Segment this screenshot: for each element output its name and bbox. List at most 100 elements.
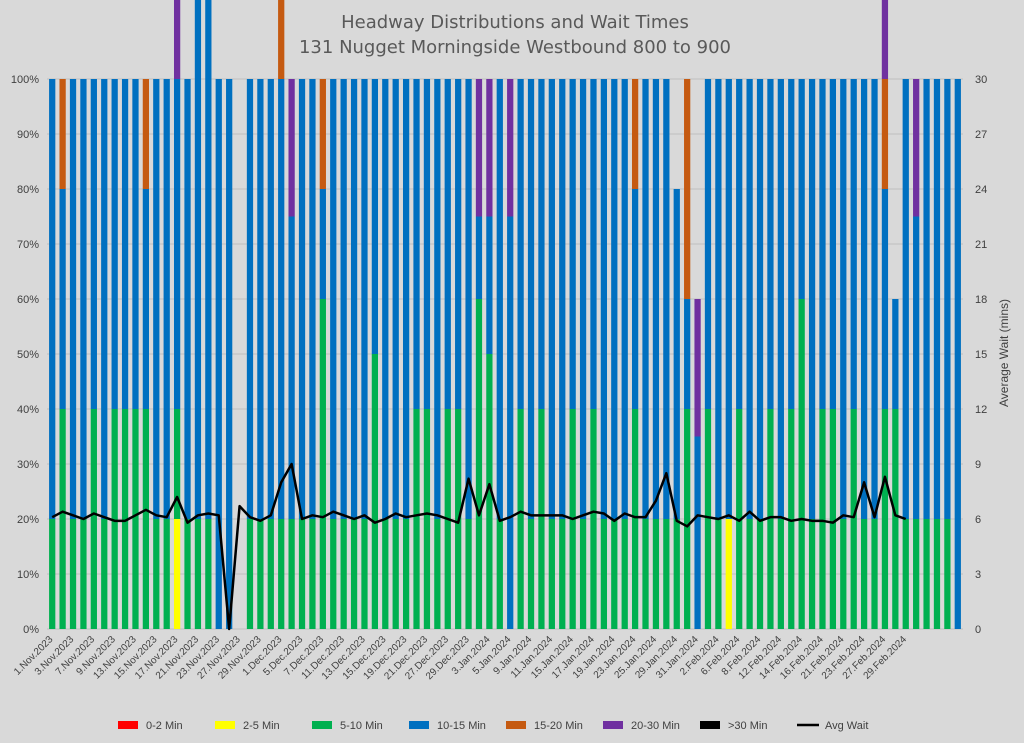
bar-segment xyxy=(371,354,379,629)
bar-segment xyxy=(663,79,670,519)
bar-segment xyxy=(559,79,566,519)
legend-label: 0-2 Min xyxy=(146,720,183,732)
bar-segment xyxy=(933,79,941,519)
left-tick-label: 10% xyxy=(17,569,39,581)
bar-segment xyxy=(330,519,337,629)
bar-segment xyxy=(465,79,472,519)
right-axis-ticks: 0 3 6 9 12 15 18 21 24 27 30 xyxy=(975,74,987,636)
bar-segment xyxy=(652,79,660,519)
bar-segment xyxy=(496,519,503,629)
bar-segment xyxy=(475,299,483,629)
bar-segment xyxy=(600,79,608,519)
bar-segment xyxy=(600,519,608,629)
bar-segment xyxy=(892,299,899,409)
right-tick-label: 24 xyxy=(975,184,987,196)
avg-wait-line xyxy=(51,462,907,631)
bar-segment xyxy=(642,79,649,519)
bar-segment xyxy=(767,79,774,409)
bar-segment xyxy=(392,519,399,629)
bar-segment xyxy=(246,79,254,519)
bar-segment xyxy=(548,79,555,519)
bars-group xyxy=(49,0,961,629)
bar-segment xyxy=(111,79,118,409)
bar-segment xyxy=(69,519,77,629)
bar-segment xyxy=(881,189,889,409)
bar-segment xyxy=(90,409,97,629)
right-tick-label: 9 xyxy=(975,459,981,471)
left-tick-label: 30% xyxy=(17,459,39,471)
bar-segment xyxy=(423,79,431,409)
bar-segment xyxy=(475,79,483,217)
legend-label: 2-5 Min xyxy=(243,720,280,732)
bar-segment xyxy=(319,189,326,299)
left-tick-label: 50% xyxy=(17,349,39,361)
bar-segment xyxy=(631,189,639,409)
bar-segment xyxy=(527,79,535,519)
bar-segment xyxy=(829,79,837,409)
bar-segment xyxy=(798,299,805,629)
bar-segment xyxy=(382,519,389,629)
bar-segment xyxy=(684,409,691,629)
bar-segment xyxy=(153,519,160,629)
bar-segment xyxy=(715,519,722,629)
right-tick-label: 27 xyxy=(975,129,987,141)
bar-segment xyxy=(288,79,295,217)
bar-segment xyxy=(288,519,295,629)
bar-segment xyxy=(507,216,514,629)
left-axis-ticks: 0% 10% 20% 30% 40% 50% 60% 70% 80% 90% 100% xyxy=(11,74,39,636)
legend-label: 15-20 Min xyxy=(534,720,583,732)
bar-segment xyxy=(777,519,784,629)
bar-segment xyxy=(194,0,202,519)
bar-segment xyxy=(715,79,722,519)
bar-segment xyxy=(163,79,170,519)
bar-segment xyxy=(59,79,66,189)
bar-segment xyxy=(319,79,326,189)
bar-segment xyxy=(631,79,639,189)
bar-segment xyxy=(704,409,712,629)
bar-segment xyxy=(142,79,150,189)
bar-segment xyxy=(257,79,264,519)
left-tick-label: 100% xyxy=(11,74,39,86)
bar-segment xyxy=(777,79,784,519)
bar-segment xyxy=(850,79,857,409)
bar-segment xyxy=(652,519,660,629)
bar-segment xyxy=(340,79,347,519)
bar-segment xyxy=(590,79,597,409)
bar-segment xyxy=(579,79,587,519)
avg-wait-line-group xyxy=(51,462,907,631)
bar-segment xyxy=(892,409,899,629)
bar-segment xyxy=(80,519,87,629)
bar-segment xyxy=(788,79,795,409)
bar-segment xyxy=(402,79,410,519)
bar-segment xyxy=(423,409,431,629)
bar-segment xyxy=(69,79,77,519)
legend-swatch xyxy=(409,721,429,729)
bar-segment xyxy=(559,519,566,629)
legend-swatch xyxy=(700,721,720,729)
bar-segment xyxy=(132,79,139,409)
bar-segment xyxy=(673,519,680,629)
bar-segment xyxy=(507,79,514,217)
bar-segment xyxy=(246,519,254,629)
bar-segment xyxy=(278,519,285,629)
bar-segment xyxy=(486,354,493,629)
right-tick-label: 12 xyxy=(975,404,987,416)
bar-segment xyxy=(330,79,337,519)
bar-segment xyxy=(184,79,191,519)
chart-subtitle: 131 Nugget Morningside Westbound 800 to … xyxy=(299,37,731,58)
right-tick-label: 0 xyxy=(975,624,981,636)
bar-segment xyxy=(913,216,920,519)
bar-segment xyxy=(309,519,316,629)
bar-segment xyxy=(173,0,181,79)
bar-segment xyxy=(215,79,222,629)
bar-segment xyxy=(736,79,743,409)
bar-segment xyxy=(80,79,87,519)
bar-segment xyxy=(173,79,181,409)
bar-segment xyxy=(49,519,56,629)
legend-label: 20-30 Min xyxy=(631,720,680,732)
bar-segment xyxy=(788,409,795,629)
left-tick-label: 40% xyxy=(17,404,39,416)
bar-segment xyxy=(434,79,441,519)
bar-segment xyxy=(142,409,150,629)
